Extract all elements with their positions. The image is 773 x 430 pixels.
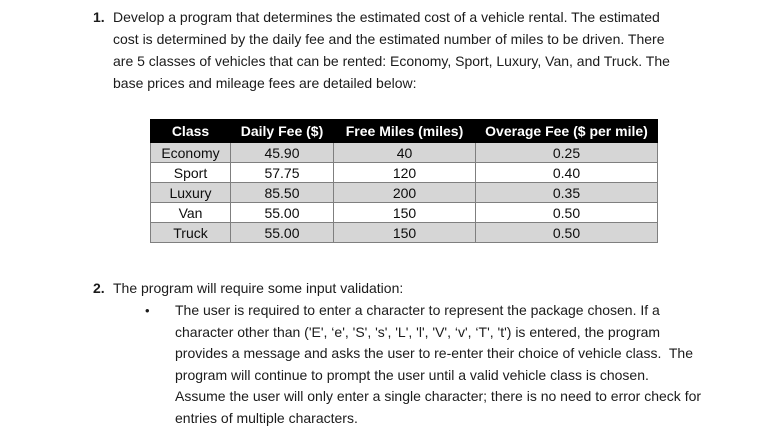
table-cell: 200: [333, 182, 476, 203]
table-cell: Economy: [150, 142, 231, 163]
table-cell: 55.00: [230, 202, 334, 223]
assignment-document: { "document": { "item1": { "number": "1.…: [93, 6, 753, 426]
numbered-item-1: 1. Develop a program that determines the…: [93, 6, 753, 94]
table-cell: 0.50: [475, 222, 658, 243]
table-cell: 0.50: [475, 202, 658, 223]
item-1-number: 1.: [93, 9, 105, 25]
table-header-row: Class Daily Fee ($) Free Miles (miles) O…: [150, 119, 658, 143]
item-1-paragraph: Develop a program that determines the es…: [113, 9, 670, 91]
bullet-item: • The user is required to enter a charac…: [145, 300, 745, 430]
vehicle-fees-table: Class Daily Fee ($) Free Miles (miles) O…: [150, 119, 658, 243]
table-cell: 0.40: [475, 162, 658, 183]
table-cell: Luxury: [150, 182, 231, 203]
bullet-paragraph: The user is required to enter a characte…: [175, 302, 702, 426]
table-row-sport: Sport 57.75 120 0.40: [150, 162, 658, 183]
table-cell: Truck: [150, 222, 231, 243]
table-row-van: Van 55.00 150 0.50: [150, 202, 658, 223]
header-cell-free-miles: Free Miles (miles): [333, 119, 476, 143]
bullet-icon: •: [145, 303, 150, 318]
header-cell-daily-fee: Daily Fee ($): [230, 119, 334, 143]
table-cell: 55.00: [230, 222, 334, 243]
table-cell: 0.35: [475, 182, 658, 203]
table-row-truck: Truck 55.00 150 0.50: [150, 222, 658, 243]
table-cell: 0.25: [475, 142, 658, 163]
numbered-item-2: 2. The program will require some input v…: [93, 277, 753, 299]
table-cell: Van: [150, 202, 231, 223]
table-row-luxury: Luxury 85.50 200 0.35: [150, 182, 658, 203]
table-cell: 150: [333, 222, 476, 243]
table-cell: 120: [333, 162, 476, 183]
table-cell: 85.50: [230, 182, 334, 203]
item-2-number: 2.: [93, 280, 105, 296]
header-cell-overage-fee: Overage Fee ($ per mile): [475, 119, 658, 143]
table-cell: Sport: [150, 162, 231, 183]
table-cell: 45.90: [230, 142, 334, 163]
table-cell: 40: [333, 142, 476, 163]
table-cell: 150: [333, 202, 476, 223]
item-2-paragraph: The program will require some input vali…: [113, 280, 404, 296]
table-cell: 57.75: [230, 162, 334, 183]
header-cell-class: Class: [150, 119, 231, 143]
table-row-economy: Economy 45.90 40 0.25: [150, 142, 658, 163]
